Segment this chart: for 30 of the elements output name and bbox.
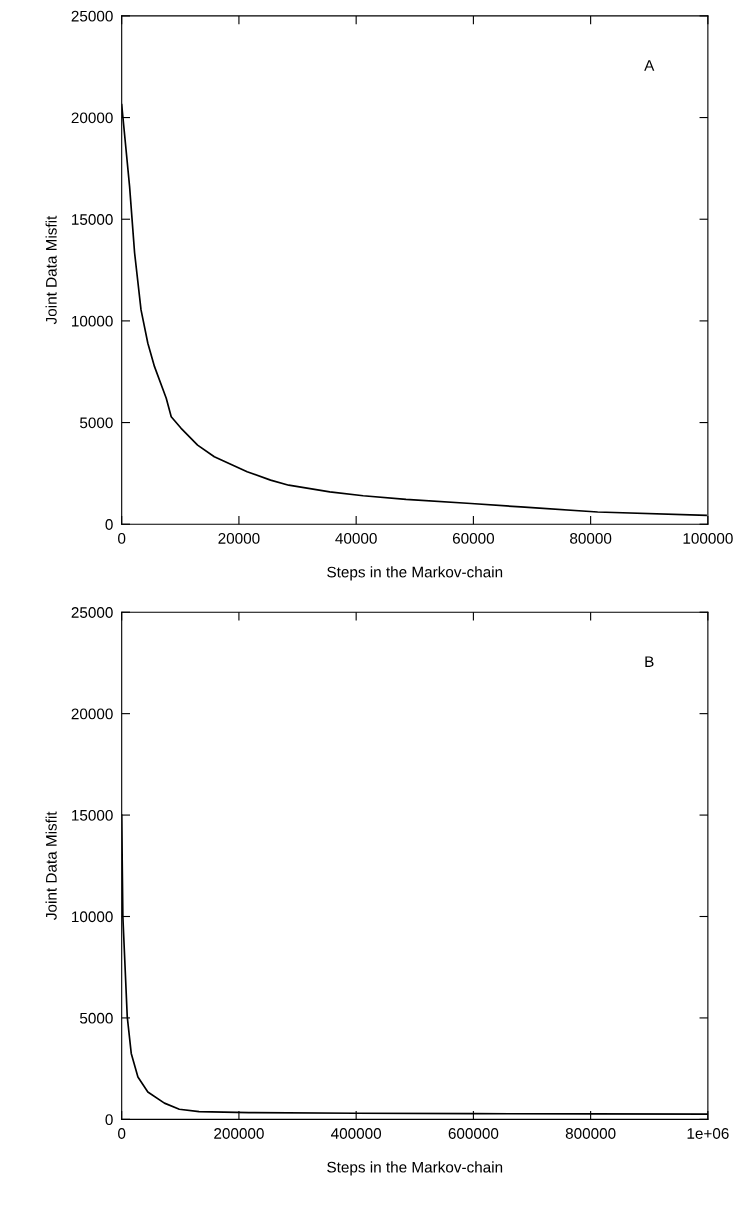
x-axis-title: Steps in the Markov-chain bbox=[327, 1161, 503, 1176]
x-axis-title: Steps in the Markov-chain bbox=[327, 566, 503, 581]
x-tick-label: 0 bbox=[118, 1128, 126, 1139]
x-tick-label: 400000 bbox=[331, 1128, 382, 1139]
y-tick-label: 25000 bbox=[71, 10, 113, 22]
y-tick-label: 20000 bbox=[71, 708, 113, 720]
x-tick-label: 200000 bbox=[214, 1128, 264, 1139]
x-tick-label: 80000 bbox=[570, 532, 612, 544]
x-tick-label: 100000 bbox=[683, 532, 733, 544]
annotation: A bbox=[644, 60, 655, 71]
y-tick-label: 25000 bbox=[71, 607, 113, 618]
annotation: B bbox=[645, 656, 654, 667]
y-tick-label: 0 bbox=[105, 519, 113, 530]
y-tick-label: 5000 bbox=[79, 1012, 113, 1024]
x-tick-label: 800000 bbox=[565, 1128, 616, 1139]
y-tick-label: 15000 bbox=[72, 809, 113, 821]
y-tick-label: 20000 bbox=[71, 112, 113, 124]
x-tick-label: 60000 bbox=[452, 532, 495, 544]
y-tick-label: 15000 bbox=[72, 214, 113, 225]
x-tick-label: 600000 bbox=[448, 1128, 499, 1139]
y-tick-label: 5000 bbox=[79, 417, 113, 429]
y-tick-label: 10000 bbox=[72, 315, 113, 327]
y-tick-label: 10000 bbox=[72, 911, 113, 923]
y-axis-title: Joint Data Misfit bbox=[45, 811, 57, 920]
x-tick-label: 40000 bbox=[335, 532, 377, 544]
y-tick-label: 0 bbox=[105, 1114, 113, 1126]
x-tick-label: 20000 bbox=[218, 532, 260, 544]
y-axis-title: Joint Data Misfit bbox=[45, 215, 57, 325]
x-tick-label: 1e+06 bbox=[687, 1128, 729, 1139]
x-tick-label: 0 bbox=[118, 532, 126, 544]
